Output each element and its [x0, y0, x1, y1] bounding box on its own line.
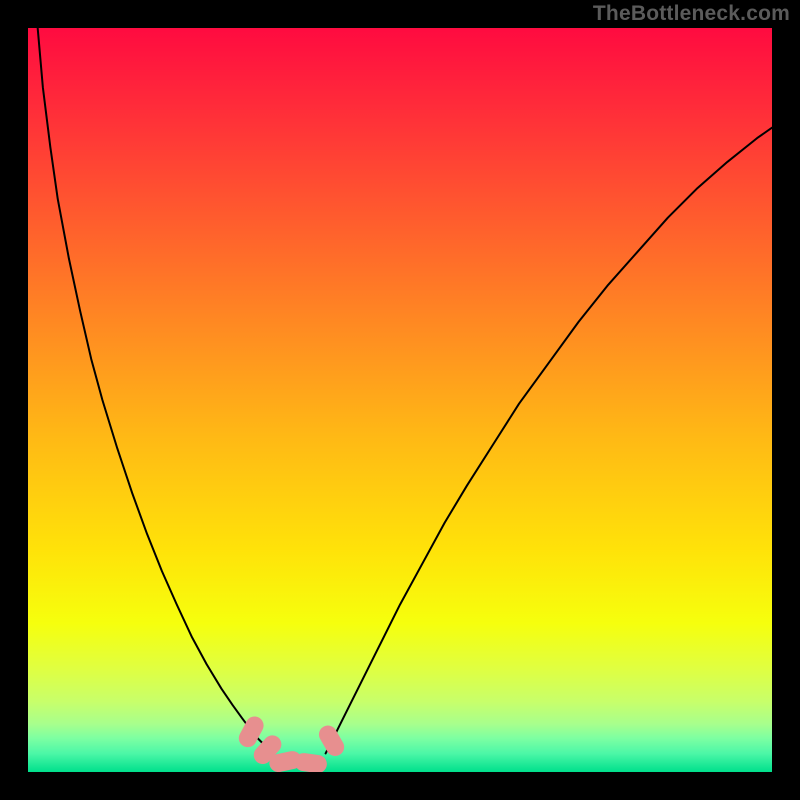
marker-capsule [293, 752, 328, 772]
curve-layer [28, 28, 772, 772]
curve-left-branch [38, 28, 272, 753]
plot-area [28, 28, 772, 772]
marker-capsule [316, 722, 348, 759]
watermark-text: TheBottleneck.com [593, 2, 790, 26]
chart-frame: TheBottleneck.com [0, 0, 800, 800]
curve-right-branch [326, 128, 772, 754]
